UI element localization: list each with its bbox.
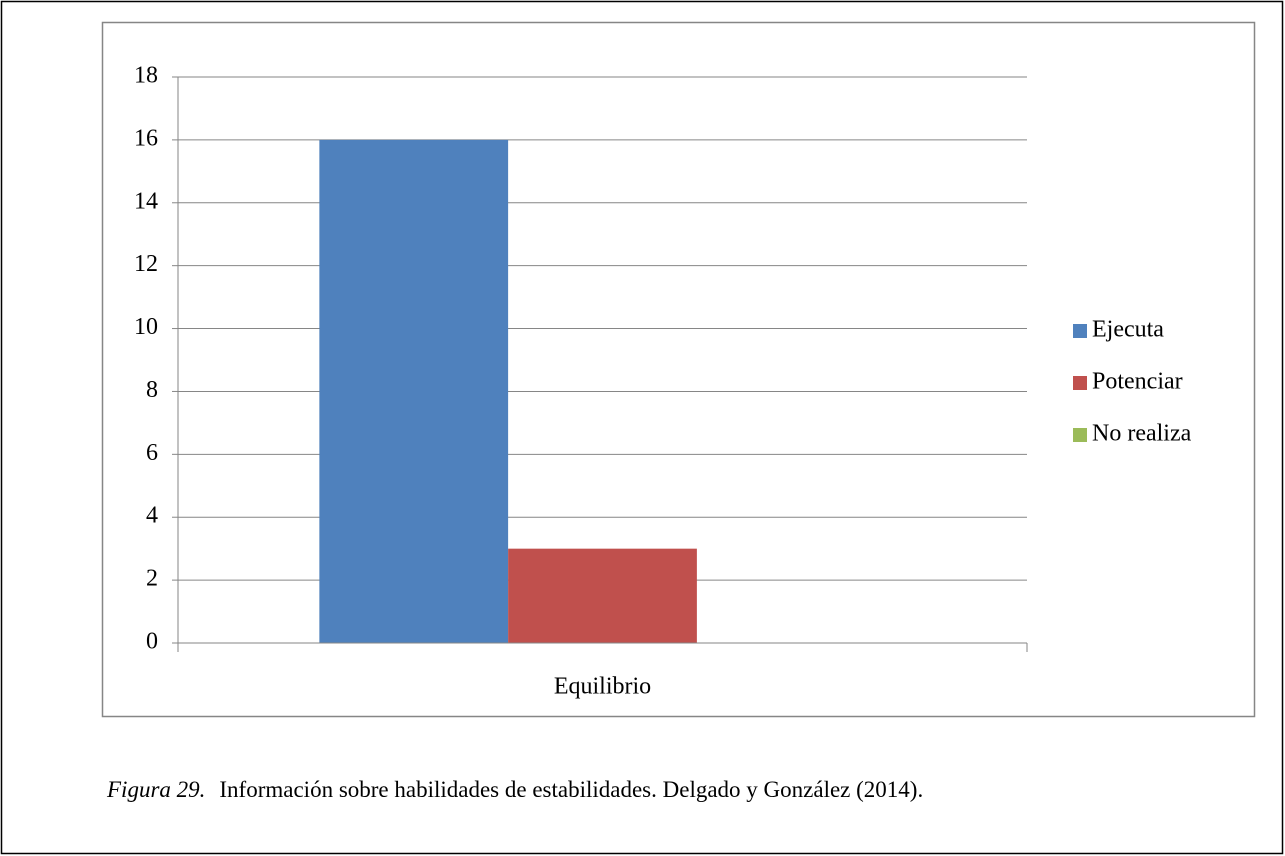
x-tick-label: Equilibrio xyxy=(554,674,651,700)
legend-swatch xyxy=(1073,324,1087,338)
caption-text: Información sobre habilidades de estabil… xyxy=(219,777,923,802)
legend-label: Potenciar xyxy=(1092,369,1183,395)
legend-label: No realiza xyxy=(1092,421,1192,447)
y-tick-label: 18 xyxy=(134,63,158,89)
y-tick-label: 16 xyxy=(134,125,158,151)
bar xyxy=(319,139,509,643)
svg-text:Figura 29.Información sobre ha: Figura 29. Información sobre habilidades … xyxy=(106,777,923,802)
y-tick-label: 6 xyxy=(146,440,158,466)
y-tick-label: 12 xyxy=(134,251,158,277)
legend-swatch xyxy=(1073,376,1087,390)
legend-swatch xyxy=(1073,428,1087,442)
chart-border xyxy=(101,21,1256,718)
y-tick-label: 4 xyxy=(146,503,158,529)
caption-label: Figura 29. xyxy=(106,777,205,802)
y-tick-label: 2 xyxy=(146,566,158,592)
y-tick-label: 10 xyxy=(134,314,158,340)
legend-label: Ejecuta xyxy=(1092,317,1164,343)
y-tick-label: 8 xyxy=(146,377,158,403)
y-tick-label: 0 xyxy=(146,629,158,655)
y-tick-label: 14 xyxy=(134,188,158,214)
bar xyxy=(508,548,697,643)
